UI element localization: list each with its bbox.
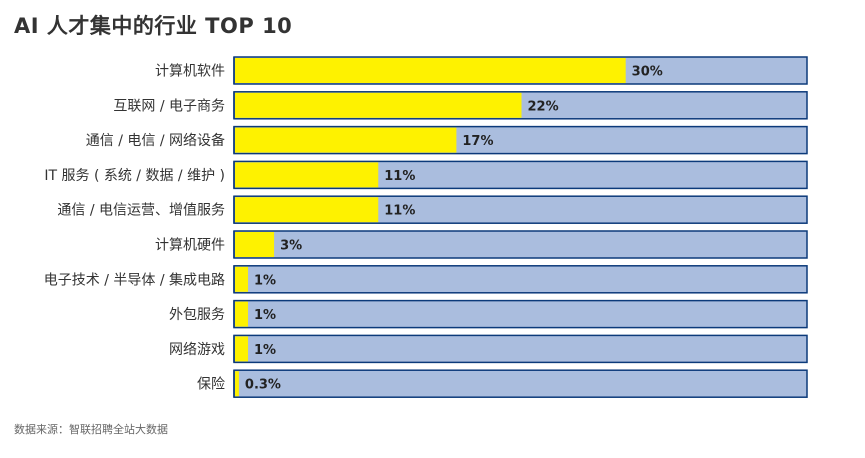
value-label: 3% <box>280 239 302 254</box>
category-label: 计算机软件 <box>155 64 225 80</box>
category-label: 外包服务 <box>169 307 225 323</box>
bar-fill <box>235 336 249 362</box>
value-label: 11% <box>384 204 415 219</box>
bar-fill <box>235 371 239 397</box>
bar-track <box>233 265 808 294</box>
bar-track <box>233 334 808 364</box>
category-label: 网络游戏 <box>169 342 225 358</box>
data-source-note: 数据来源：智联招聘全站大数据 <box>14 423 168 436</box>
bar-row: 电子技术 / 半导体 / 集成电路 1% <box>44 265 808 294</box>
bar-row: IT 服务 ( 系统 / 数据 / 维护 ) 11% <box>44 160 808 190</box>
bar-fill <box>235 92 522 118</box>
value-label: 0.3% <box>245 378 281 393</box>
bar-track <box>233 230 808 259</box>
category-label: 保险 <box>197 377 225 393</box>
bar-fill <box>235 162 379 188</box>
bar-fill <box>235 301 249 327</box>
value-label: 17% <box>462 134 493 149</box>
bar-row: 外包服务 1% <box>169 299 808 329</box>
value-label: 1% <box>254 308 276 323</box>
category-label: 通信 / 电信 / 网络设备 <box>86 132 225 149</box>
bar-track <box>233 299 808 329</box>
bar-fill <box>235 58 626 83</box>
bar-row: 计算机硬件 3% <box>155 230 808 259</box>
bar-fill <box>235 232 275 257</box>
bar-row: 互联网 / 电子商务 22% <box>113 91 808 120</box>
category-label: 通信 / 电信运营、增值服务 <box>57 203 225 219</box>
category-label: 电子技术 / 半导体 / 集成电路 <box>44 271 225 288</box>
category-label: 计算机硬件 <box>155 238 225 254</box>
value-label: 1% <box>254 273 276 288</box>
bar-row: 保险 0.3% <box>197 369 808 398</box>
bar-track <box>233 369 808 398</box>
bar-row: 通信 / 电信运营、增值服务 11% <box>57 195 808 224</box>
category-label: 互联网 / 电子商务 <box>113 98 225 114</box>
value-label: 1% <box>254 343 276 358</box>
bar-fill <box>235 127 457 153</box>
value-label: 30% <box>632 65 663 80</box>
bar-row: 通信 / 电信 / 网络设备 17% <box>86 125 808 155</box>
bar-fill <box>235 197 379 223</box>
value-label: 22% <box>528 99 559 114</box>
bar-row: 计算机软件 30% <box>155 56 808 85</box>
bar-fill <box>235 266 249 292</box>
bar-row: 网络游戏 1% <box>169 334 808 364</box>
chart-title: AI 人才集中的行业 TOP 10 <box>14 14 293 38</box>
category-label: IT 服务 ( 系统 / 数据 / 维护 ) <box>44 168 225 184</box>
value-label: 11% <box>384 169 415 184</box>
